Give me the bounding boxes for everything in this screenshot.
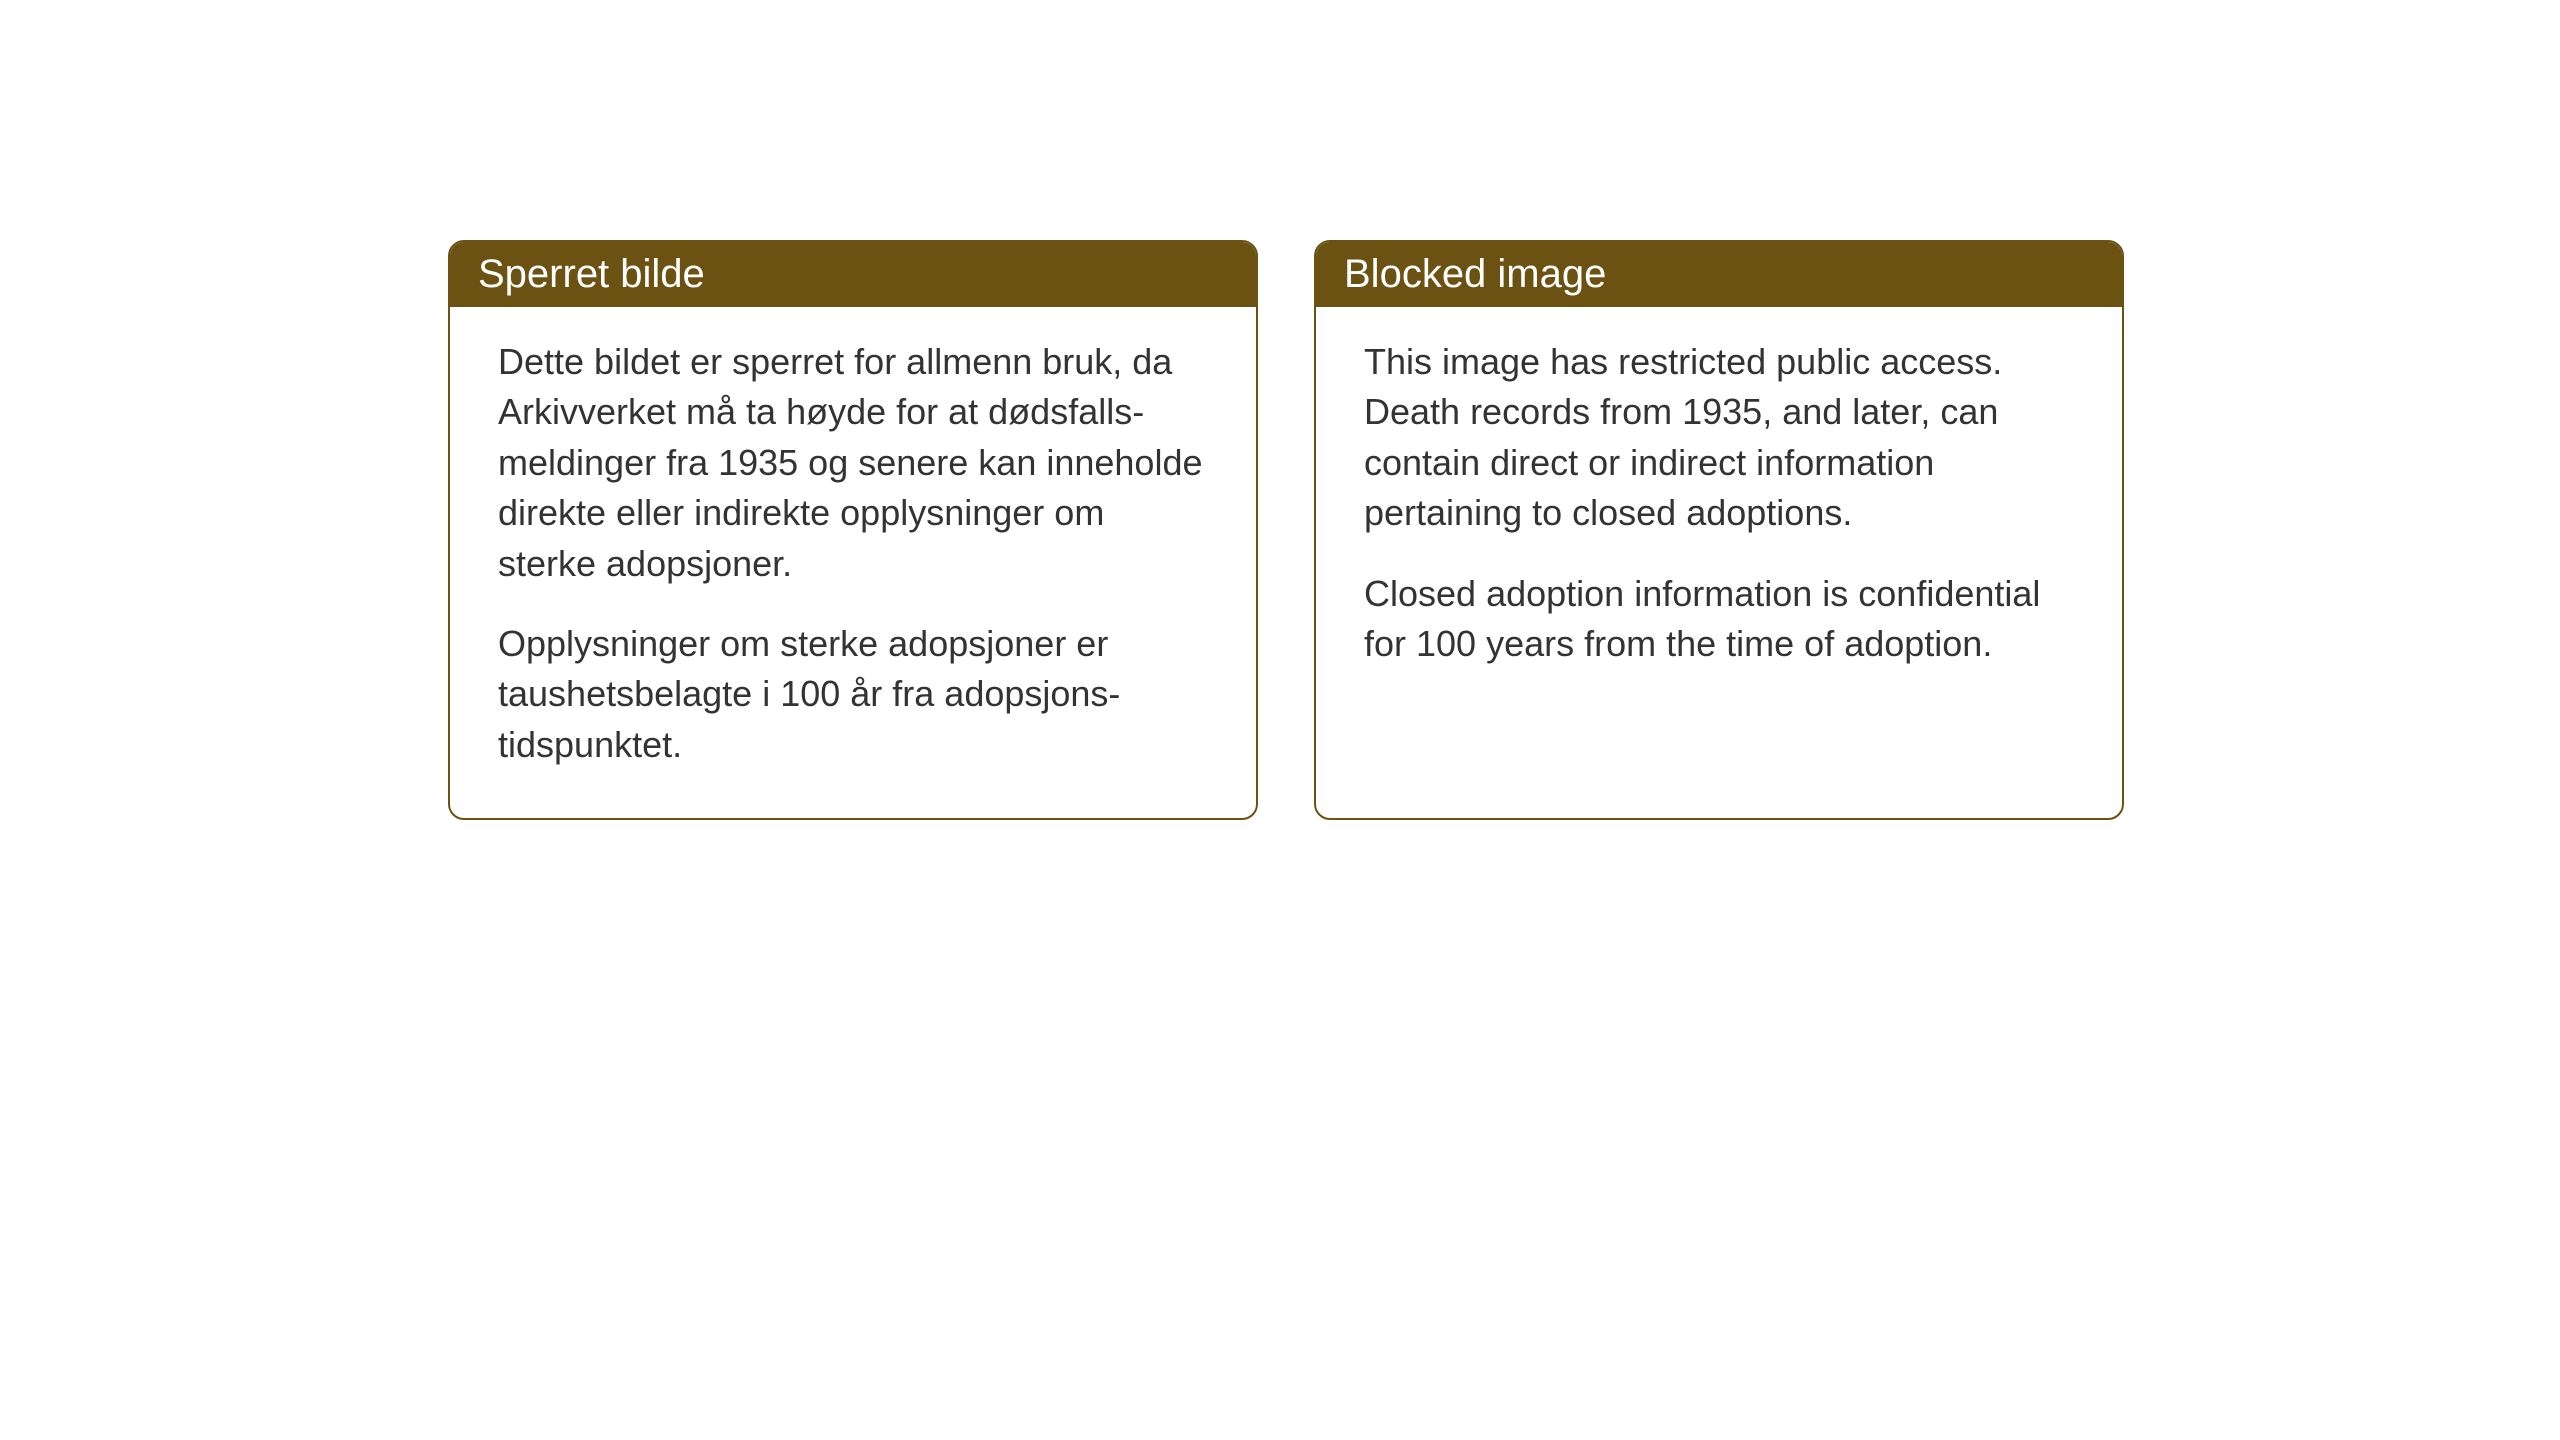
card-paragraph-english-2: Closed adoption information is confident… [1364,569,2074,670]
notice-card-english: Blocked image This image has restricted … [1314,240,2124,820]
card-header-norwegian: Sperret bilde [450,242,1256,307]
card-paragraph-english-1: This image has restricted public access.… [1364,337,2074,539]
card-title-english: Blocked image [1344,252,1606,296]
card-paragraph-norwegian-2: Opplysninger om sterke adopsjoner er tau… [498,619,1208,770]
card-body-english: This image has restricted public access.… [1316,307,2122,767]
notice-card-norwegian: Sperret bilde Dette bildet er sperret fo… [448,240,1258,820]
card-paragraph-norwegian-1: Dette bildet er sperret for allmenn bruk… [498,337,1208,589]
card-header-english: Blocked image [1316,242,2122,307]
notice-container: Sperret bilde Dette bildet er sperret fo… [448,240,2124,820]
card-body-norwegian: Dette bildet er sperret for allmenn bruk… [450,307,1256,818]
card-title-norwegian: Sperret bilde [478,252,705,296]
